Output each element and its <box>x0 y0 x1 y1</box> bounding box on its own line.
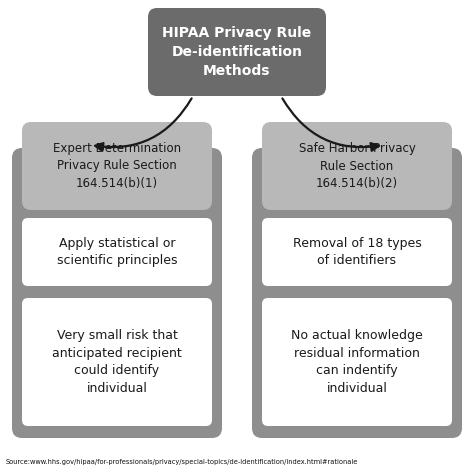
Text: Source:www.hhs.gov/hipaa/for-professionals/privacy/special-topics/de-identificat: Source:www.hhs.gov/hipaa/for-professiona… <box>6 459 358 465</box>
FancyBboxPatch shape <box>262 122 452 210</box>
FancyBboxPatch shape <box>22 122 212 210</box>
FancyBboxPatch shape <box>262 298 452 426</box>
FancyBboxPatch shape <box>22 218 212 286</box>
Text: Safe Harbor Privacy
Rule Section
164.514(b)(2): Safe Harbor Privacy Rule Section 164.514… <box>299 142 415 190</box>
Text: Very small risk that
anticipated recipient
could identify
individual: Very small risk that anticipated recipie… <box>52 329 182 395</box>
Text: No actual knowledge
residual information
can indentify
individual: No actual knowledge residual information… <box>291 329 423 395</box>
FancyBboxPatch shape <box>262 218 452 286</box>
FancyBboxPatch shape <box>148 8 326 96</box>
Text: HIPAA Privacy Rule
De-identification
Methods: HIPAA Privacy Rule De-identification Met… <box>163 26 311 78</box>
FancyBboxPatch shape <box>22 298 212 426</box>
FancyBboxPatch shape <box>12 148 222 438</box>
Text: Removal of 18 types
of identifiers: Removal of 18 types of identifiers <box>292 237 421 267</box>
FancyBboxPatch shape <box>252 148 462 438</box>
Text: Expert Determination
Privacy Rule Section
164.514(b)(1): Expert Determination Privacy Rule Sectio… <box>53 142 181 190</box>
Text: Apply statistical or
scientific principles: Apply statistical or scientific principl… <box>57 237 177 267</box>
